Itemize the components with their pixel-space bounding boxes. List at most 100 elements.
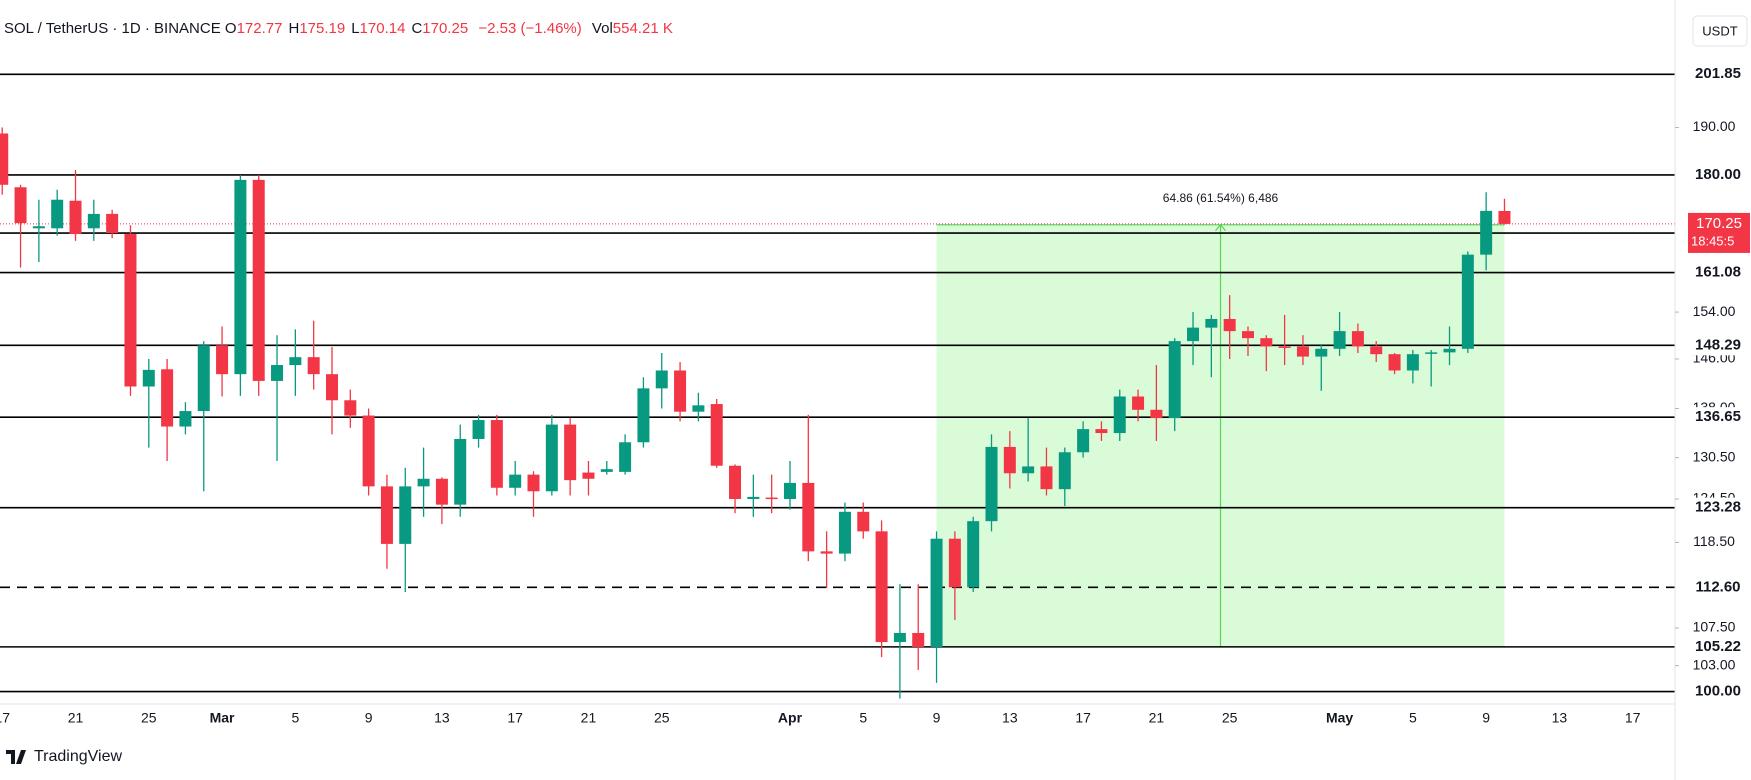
candle-body bbox=[1241, 331, 1254, 339]
field-value: 175.19 bbox=[299, 20, 346, 37]
x-tick-label: 9 bbox=[365, 710, 373, 726]
candle-body bbox=[1113, 396, 1126, 434]
candle-body bbox=[893, 632, 906, 643]
x-tick-label: 5 bbox=[859, 710, 867, 726]
candle-body bbox=[747, 496, 760, 499]
y-tick-label: 154.00 bbox=[1693, 303, 1736, 319]
candle-body bbox=[1077, 429, 1090, 453]
x-tick-label: Apr bbox=[778, 710, 803, 726]
x-tick-label: 25 bbox=[654, 710, 670, 726]
y-tick-label: 130.50 bbox=[1693, 448, 1736, 464]
candle-body bbox=[1333, 331, 1346, 349]
candle-body bbox=[435, 478, 448, 505]
candle-body bbox=[179, 411, 192, 427]
candle-body bbox=[948, 538, 961, 588]
countdown: 18:45:5 bbox=[1691, 233, 1734, 248]
candle-body bbox=[930, 538, 943, 648]
level-label: 148.29 bbox=[1695, 336, 1741, 353]
candle-body bbox=[1132, 396, 1145, 410]
x-tick-label: 25 bbox=[1222, 710, 1238, 726]
y-tick-label: 107.50 bbox=[1693, 619, 1736, 635]
x-tick-label: 13 bbox=[434, 710, 450, 726]
candle-body bbox=[124, 234, 137, 387]
x-tick-label: Mar bbox=[210, 710, 235, 726]
candle-body bbox=[600, 469, 613, 472]
x-tick-label: 17 bbox=[1625, 710, 1641, 726]
currency-button[interactable] bbox=[1692, 15, 1748, 47]
candle-body bbox=[509, 474, 522, 488]
candle-body bbox=[106, 213, 119, 233]
x-tick-label: 5 bbox=[1409, 710, 1417, 726]
candle-body bbox=[1388, 354, 1401, 371]
candle-body bbox=[1443, 348, 1456, 353]
candle-body bbox=[325, 374, 338, 401]
level-label-box bbox=[1688, 681, 1748, 702]
candle-body bbox=[1406, 354, 1419, 371]
candle-body bbox=[1351, 331, 1364, 347]
candle-body bbox=[674, 370, 687, 412]
candle-body bbox=[1040, 466, 1053, 490]
candle-body bbox=[1498, 210, 1511, 224]
candle-body bbox=[838, 511, 851, 554]
symbol: SOL / TetherUS · 1D · BINANCE bbox=[4, 20, 221, 37]
candle-body bbox=[655, 370, 668, 389]
level-label: 180.00 bbox=[1695, 166, 1741, 183]
candle-body bbox=[161, 369, 174, 427]
level-label-box bbox=[1688, 407, 1748, 428]
ohlc: O172.77 H175.19 L170.14 C170.25 bbox=[225, 20, 474, 37]
level-label: 136.65 bbox=[1695, 408, 1741, 425]
field-key: C bbox=[411, 20, 423, 37]
currency-label[interactable]: USDT bbox=[1702, 23, 1737, 38]
candle-body bbox=[380, 486, 393, 544]
candle-body bbox=[1425, 352, 1438, 354]
candle-body bbox=[87, 213, 100, 229]
y-tick-label: 118.50 bbox=[1693, 533, 1735, 549]
field-value: 170.25 bbox=[422, 20, 469, 37]
measure-label: 64.86 (61.54%) 6,486 bbox=[1163, 191, 1279, 205]
candle-body bbox=[216, 345, 229, 375]
candle-body bbox=[710, 404, 723, 466]
candle-body bbox=[1205, 318, 1218, 328]
candle-body bbox=[197, 345, 210, 412]
candle-body bbox=[252, 179, 265, 381]
candle-body bbox=[692, 405, 705, 412]
x-tick-label: 21 bbox=[68, 710, 84, 726]
level-label: 105.22 bbox=[1695, 638, 1741, 655]
candle-body bbox=[1187, 327, 1200, 342]
level-label: 161.08 bbox=[1695, 264, 1741, 281]
x-tick-label: May bbox=[1326, 710, 1353, 726]
candle-body bbox=[142, 369, 155, 387]
brand: TradingView bbox=[6, 748, 122, 766]
candle-body bbox=[637, 388, 650, 443]
measure-arrowhead bbox=[1215, 223, 1226, 232]
candle-body bbox=[582, 472, 595, 479]
plot: 64.86 (61.54%) 6,486 bbox=[0, 73, 1675, 699]
level-label: 201.85 bbox=[1695, 65, 1741, 82]
candle-body bbox=[1260, 338, 1273, 347]
level-label-box bbox=[1688, 164, 1748, 185]
candle-body bbox=[545, 424, 558, 492]
candle-body bbox=[51, 199, 64, 229]
candle-body bbox=[1370, 346, 1383, 355]
field-value: 172.77 bbox=[236, 20, 283, 37]
y-tick-label: 190.00 bbox=[1693, 118, 1736, 134]
candle-body bbox=[399, 486, 412, 544]
x-tick-label: 21 bbox=[581, 710, 597, 726]
last-price-box bbox=[1688, 212, 1750, 253]
candle-body bbox=[14, 187, 27, 224]
candle-body bbox=[1461, 254, 1474, 349]
symbol-legend: SOL / TetherUS · 1D · BINANCE O172.77 H17… bbox=[4, 20, 679, 37]
level-label-box bbox=[1688, 577, 1748, 598]
candle-body bbox=[1058, 452, 1071, 490]
x-tick-label: 17 bbox=[0, 710, 10, 726]
x-tick-label: 17 bbox=[1075, 710, 1091, 726]
x-tick-label: 13 bbox=[1002, 710, 1018, 726]
candle-body bbox=[1150, 409, 1163, 419]
candle-body bbox=[1296, 346, 1309, 357]
field-key: O bbox=[224, 20, 237, 37]
candle-body bbox=[454, 438, 467, 505]
candle-body bbox=[271, 365, 284, 381]
level-label-box bbox=[1688, 64, 1748, 85]
candle-body bbox=[32, 226, 45, 229]
